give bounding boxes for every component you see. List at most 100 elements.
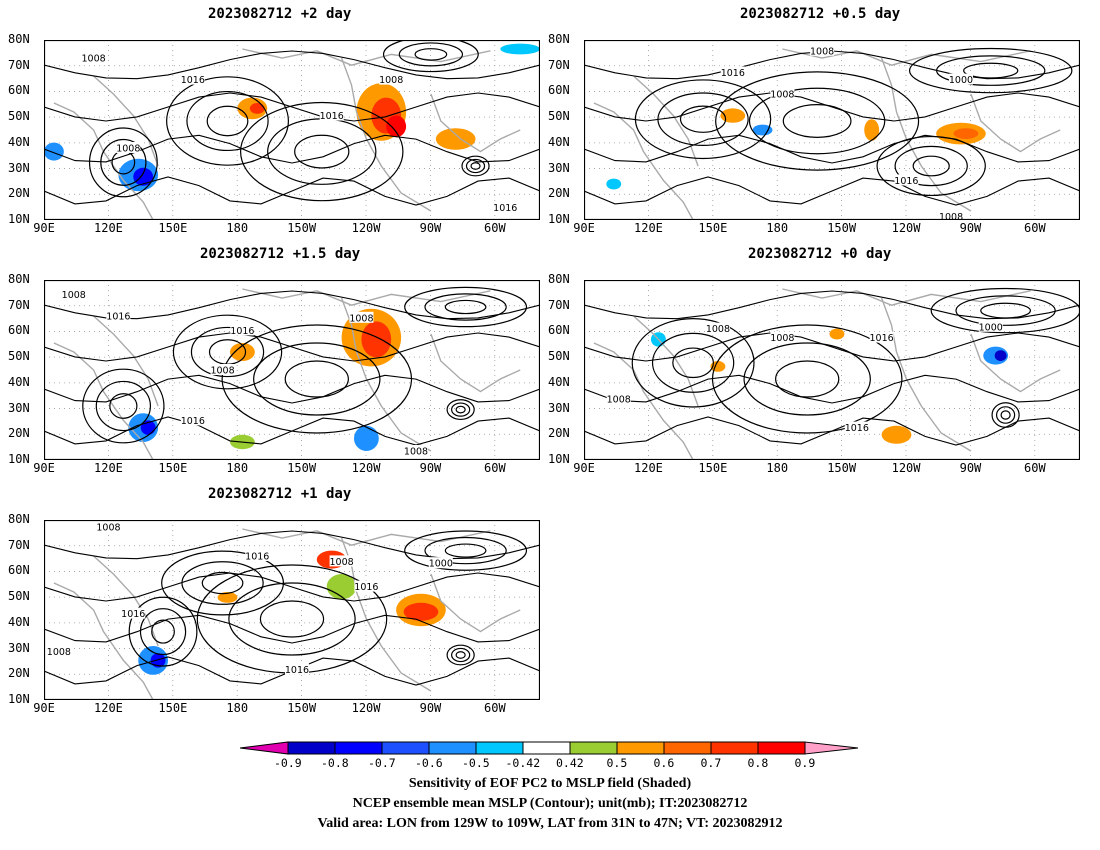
contour-label: 1008 xyxy=(210,366,234,377)
lat-tick-label: 60N xyxy=(548,83,570,98)
lon-tick-label: 120E xyxy=(634,461,663,475)
contour-label: 1000 xyxy=(949,75,973,86)
lat-tick-label: 30N xyxy=(8,400,30,415)
sensitivity-shading xyxy=(354,425,379,451)
map-plot: 1008 1016 1000 1008 1016 1008 xyxy=(584,40,1080,220)
lat-tick-label: 80N xyxy=(548,32,570,46)
lon-tick-label: 90E xyxy=(33,701,55,715)
lon-tick-label: 120E xyxy=(94,461,123,475)
contour-label-bg xyxy=(948,73,973,85)
contour-label-bg xyxy=(349,311,374,323)
mslp-contour xyxy=(190,326,265,378)
lat-tick-label: 30N xyxy=(8,160,30,175)
coastline xyxy=(430,93,521,153)
lat-tick-label: 20N xyxy=(8,666,30,681)
mslp-contour xyxy=(782,104,852,138)
lon-tick-label: 180 xyxy=(766,461,789,475)
mslp-contour xyxy=(100,138,147,186)
mslp-contour xyxy=(451,402,471,417)
mslp-contour xyxy=(894,145,968,187)
contour-label: 1000 xyxy=(429,559,453,570)
panel-title: 2023082712 +0 day xyxy=(748,246,892,262)
contour-label: 1008 xyxy=(770,333,794,344)
mslp-contour xyxy=(584,134,1080,164)
colorbar-tick-label: 0.7 xyxy=(700,756,722,770)
lon-tick-label: 120W xyxy=(351,461,381,475)
mslp-contour xyxy=(444,299,487,315)
mslp-contour xyxy=(631,318,755,408)
contour-label: 1008 xyxy=(116,144,140,155)
mslp-contour xyxy=(404,530,528,571)
lon-tick-label: 150E xyxy=(158,221,188,235)
map-panel-plus15day: 2023082712 +1.5 day 1008 1016 1016 1008 1008… xyxy=(0,240,550,485)
coastline xyxy=(593,342,694,460)
contour-label: 1016 xyxy=(894,176,918,187)
lon-tick-label: 150E xyxy=(158,701,188,715)
contour-label: 1008 xyxy=(96,523,120,534)
mslp-contour xyxy=(239,101,404,202)
mslp-contour xyxy=(109,393,138,419)
contour-label: 1016 xyxy=(230,326,254,337)
mslp-contour xyxy=(398,42,464,67)
coastline xyxy=(430,333,521,393)
coastline xyxy=(242,288,491,306)
contour-label: 1016 xyxy=(354,582,378,593)
sensitivity-shading xyxy=(994,350,1007,361)
coastline xyxy=(93,75,159,167)
lon-tick-label: 120W xyxy=(891,221,921,235)
colorbar-labels: -0.9 -0.8 -0.7 -0.6 -0.5 -0.42 0.42 0.5 0.6 0.7 0.… xyxy=(0,756,1100,772)
contour-label: 1008 xyxy=(379,75,403,86)
contour-label-bg xyxy=(770,88,795,99)
colorbar-segment xyxy=(569,741,618,755)
colorbar-tick-label: -0.5 xyxy=(462,756,490,770)
mslp-contour xyxy=(228,582,356,656)
contour-label-bg xyxy=(230,324,255,336)
mslp-contour xyxy=(88,127,158,198)
mslp-contour xyxy=(743,342,871,416)
contour-label: 1016 xyxy=(721,68,745,79)
mslp-contour xyxy=(912,155,950,177)
lat-tick-label: 60N xyxy=(8,83,30,98)
contour-label-bg xyxy=(939,210,964,220)
colorbar-segment xyxy=(663,741,712,755)
contour-label-bg xyxy=(180,414,205,426)
lon-tick-label: 90W xyxy=(419,701,442,715)
contour-label: 1016 xyxy=(106,312,130,323)
lat-tick-label: 40N xyxy=(8,614,30,629)
mslp-contour xyxy=(715,71,920,171)
sensitivity-shading xyxy=(150,653,166,668)
lon-tick-label: 120W xyxy=(351,701,381,715)
colorbar-segment xyxy=(522,741,571,755)
contour-label-bg xyxy=(81,52,106,63)
lat-tick-label: 10N xyxy=(8,452,30,466)
contour-label: 1008 xyxy=(706,324,730,335)
coastline xyxy=(93,555,159,647)
sensitivity-shading xyxy=(326,574,357,600)
coastline xyxy=(880,57,972,212)
mslp-contour xyxy=(424,293,507,321)
colorbar-tick-label: -0.8 xyxy=(321,756,349,770)
plot-frame xyxy=(584,40,1080,220)
caption-line-1: Sensitivity of EOF PC2 to MSLP field (Sh… xyxy=(408,776,692,791)
contour-label: 1016 xyxy=(845,423,869,434)
mslp-contour xyxy=(95,380,152,432)
plot-frame xyxy=(584,280,1080,460)
mslp-contour xyxy=(166,76,289,166)
contour-label-bg xyxy=(720,66,745,78)
lat-tick-label: 30N xyxy=(548,160,570,175)
mslp-contour xyxy=(186,90,269,152)
lat-tick-label: 40N xyxy=(548,374,570,389)
lat-tick-label: 80N xyxy=(548,272,570,286)
sensitivity-shading xyxy=(881,425,912,444)
contour-label: 1008 xyxy=(47,647,71,658)
contour-label: 1008 xyxy=(82,54,106,65)
coastline xyxy=(53,342,154,460)
mslp-contour xyxy=(470,162,481,170)
lat-tick-label: 30N xyxy=(8,640,30,655)
coastline xyxy=(782,288,1031,306)
mslp-contour xyxy=(139,608,187,656)
panel-title: 2023082712 +0.5 day xyxy=(740,6,901,22)
mslp-contour xyxy=(44,134,540,164)
contour-label: 1016 xyxy=(285,665,309,676)
map-panel-plus1day: 2023082712 +1 day 1008 1016 1008 1000 1016 10… xyxy=(0,480,550,725)
